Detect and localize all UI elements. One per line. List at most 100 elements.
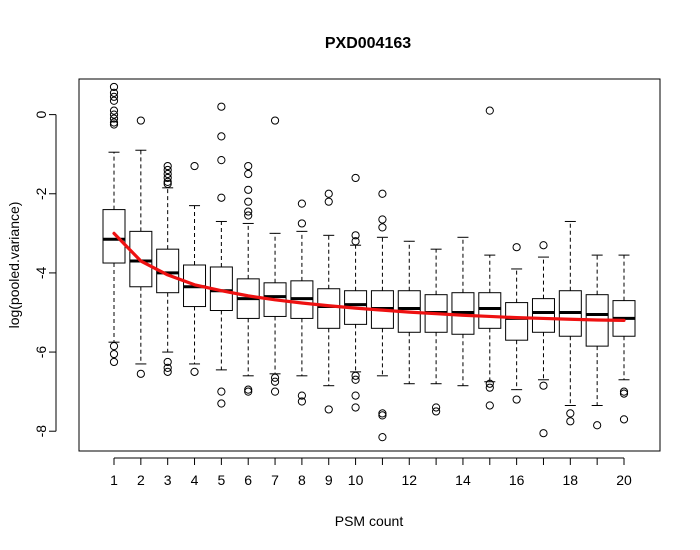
x-tick-label: 4 — [191, 472, 199, 488]
outlier-point — [244, 211, 253, 220]
x-tick-label: 16 — [509, 472, 525, 488]
outlier-point — [539, 381, 548, 390]
outlier-point — [566, 409, 575, 418]
box-series — [102, 82, 636, 442]
outlier-point — [297, 397, 306, 406]
outlier-point — [163, 367, 172, 376]
outlier-point — [351, 375, 360, 384]
outlier-point — [163, 169, 172, 179]
x-tick-label: 3 — [164, 472, 172, 488]
outlier-point — [270, 387, 280, 396]
outlier-point — [378, 223, 387, 232]
box-18 — [558, 220, 582, 426]
outlier-point — [217, 156, 226, 165]
box-16 — [505, 243, 529, 404]
x-tick-label: 20 — [616, 472, 632, 488]
outlier-point — [244, 185, 253, 194]
outlier-point — [217, 102, 226, 111]
outlier-point — [619, 415, 629, 424]
outlier-point — [109, 92, 119, 101]
x-tick-label: 10 — [348, 472, 364, 488]
outlier-point — [136, 369, 145, 378]
outlier-point — [163, 161, 172, 171]
outlier-point — [190, 367, 199, 376]
outlier-point — [566, 417, 575, 426]
box-13 — [424, 248, 448, 416]
outlier-point — [109, 120, 119, 129]
box-10 — [344, 173, 368, 412]
outlier-point — [351, 173, 360, 183]
outlier-point — [512, 395, 521, 404]
outlier-point — [163, 363, 172, 372]
outlier-point — [109, 88, 119, 97]
box-5 — [209, 102, 233, 408]
outlier-point — [136, 116, 145, 125]
outlier-point — [619, 389, 629, 398]
box-20 — [612, 254, 636, 424]
box-iqr — [478, 292, 502, 329]
box-9 — [317, 189, 341, 414]
y-axis: 0 -2 -4 -6 -8 — [33, 111, 57, 438]
y-tick-label: -4 — [33, 266, 49, 279]
outlier-point — [163, 177, 172, 186]
box-iqr — [505, 302, 529, 341]
outlier-point — [485, 401, 494, 410]
x-tick-label: 7 — [271, 472, 279, 488]
x-tick-label: 9 — [325, 472, 333, 488]
y-tick-label: -8 — [33, 425, 49, 438]
plot-area — [78, 78, 661, 452]
outlier-point — [539, 429, 548, 438]
outlier-point — [351, 391, 360, 400]
box-3 — [156, 161, 180, 376]
box-6 — [236, 161, 260, 396]
box-iqr — [102, 209, 126, 264]
outlier-point — [324, 197, 333, 206]
y-tick-label: -6 — [33, 346, 49, 359]
outlier-point — [351, 371, 360, 380]
x-axis: 1 2 3 4 5 6 7 8 9 10 12 14 16 18 20 — [110, 457, 632, 488]
trend-line-group — [112, 231, 626, 323]
outlier-point — [244, 169, 253, 179]
outlier-point — [163, 357, 172, 367]
x-tick-label: 1 — [110, 472, 118, 488]
outlier-point — [244, 387, 253, 396]
outlier-point — [244, 385, 253, 394]
outlier-point — [351, 231, 360, 240]
plot-border — [78, 78, 661, 452]
outlier-point — [297, 391, 306, 400]
outlier-point — [485, 106, 494, 115]
box-1 — [102, 82, 126, 367]
outlier-point — [217, 387, 226, 396]
outlier-point — [593, 421, 602, 430]
outlier-point — [432, 407, 441, 416]
outlier-point — [190, 161, 199, 171]
outlier-point — [512, 243, 521, 252]
y-axis-label: log(pooled.variance) — [6, 202, 22, 329]
chart-title: PXD004163 — [325, 35, 411, 52]
x-tick-label: 5 — [217, 472, 225, 488]
outlier-point — [217, 193, 226, 202]
box-4 — [183, 161, 207, 376]
outlier-point — [270, 373, 280, 382]
outlier-point — [244, 197, 253, 206]
outlier-point — [109, 96, 119, 105]
outlier-point — [297, 219, 306, 228]
outlier-point — [351, 237, 360, 246]
y-tick-label: 0 — [33, 111, 49, 119]
x-axis-label: PSM count — [335, 513, 404, 529]
outlier-point — [163, 165, 172, 175]
box-11 — [370, 189, 394, 442]
outlier-point — [244, 161, 253, 171]
x-tick-label: 18 — [563, 472, 579, 488]
outlier-point — [378, 189, 387, 198]
outlier-point — [244, 207, 253, 216]
box-8 — [290, 199, 314, 406]
outlier-point — [619, 387, 629, 396]
outlier-point — [163, 179, 172, 188]
outlier-point — [109, 357, 119, 367]
outlier-point — [270, 377, 280, 386]
trend-line — [112, 231, 626, 323]
box-15 — [478, 106, 502, 410]
outlier-point — [378, 215, 387, 224]
